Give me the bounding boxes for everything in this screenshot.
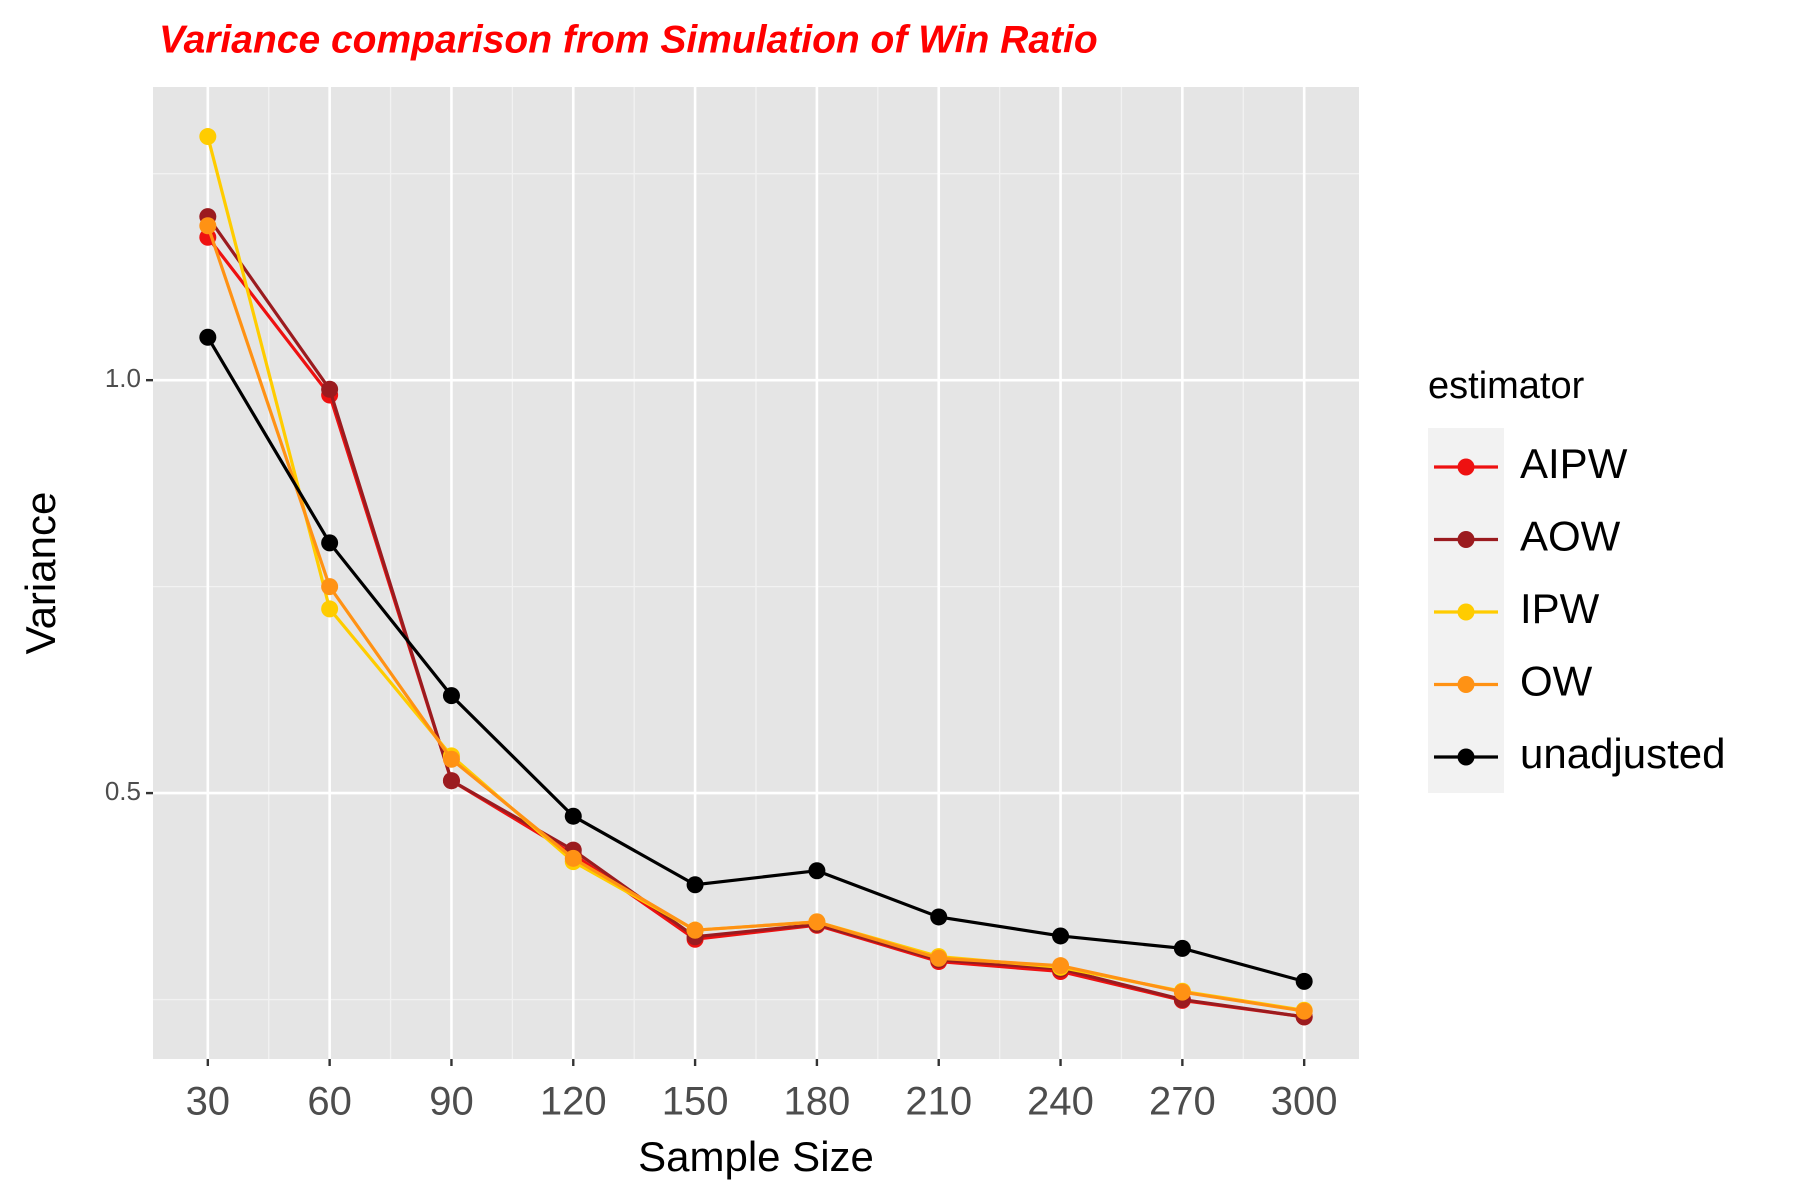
series-line <box>206 336 1305 983</box>
x-tick-label: 300 <box>1271 1080 1338 1124</box>
data-point <box>442 750 460 768</box>
legend-key-point <box>1457 748 1475 766</box>
chart-title: Variance comparison from Simulation of W… <box>159 18 1098 61</box>
data-point <box>686 876 704 894</box>
data-point <box>1295 972 1313 990</box>
series-line <box>206 215 1305 1019</box>
legend-label: unadjusted <box>1520 730 1726 777</box>
data-point <box>321 380 339 398</box>
legend-key-point <box>1457 458 1475 476</box>
x-tick-label: 30 <box>186 1080 231 1124</box>
legend-key-point <box>1457 531 1475 548</box>
legend-label: OW <box>1520 658 1593 705</box>
data-point <box>808 862 826 880</box>
data-point <box>442 687 460 705</box>
legend-key-point <box>1457 603 1475 621</box>
data-point <box>199 217 217 235</box>
x-tick-label: 180 <box>784 1080 851 1124</box>
data-point <box>930 908 948 926</box>
data-point <box>199 328 217 346</box>
x-tick-label: 120 <box>540 1080 607 1124</box>
data-point <box>1052 927 1070 945</box>
y-tick-label: 0.5 <box>105 776 141 806</box>
legend-label: AIPW <box>1520 440 1628 487</box>
y-axis-title: Variance <box>17 492 64 655</box>
data-point <box>321 600 339 618</box>
x-tick-label: 90 <box>429 1080 474 1124</box>
x-axis-title: Sample Size <box>638 1133 874 1180</box>
data-point <box>1173 939 1191 957</box>
data-point <box>686 921 704 939</box>
x-tick-label: 150 <box>662 1080 729 1124</box>
data-point <box>199 128 217 146</box>
data-point <box>442 772 460 790</box>
data-point <box>930 949 948 967</box>
series-line <box>206 225 1305 1013</box>
data-point <box>321 534 339 552</box>
data-point <box>564 807 582 825</box>
legend-title: estimator <box>1428 365 1585 407</box>
data-point <box>1173 983 1191 1001</box>
y-tick-label: 1.0 <box>105 363 141 393</box>
legend-label: AOW <box>1520 513 1621 560</box>
x-tick-label: 60 <box>307 1080 352 1124</box>
legend-key-point <box>1457 676 1475 693</box>
data-point <box>564 849 582 867</box>
data-point <box>321 578 339 596</box>
data-point <box>808 913 826 931</box>
data-point <box>1295 1002 1313 1020</box>
x-tick-label: 240 <box>1027 1080 1094 1124</box>
x-tick-label: 210 <box>905 1080 972 1124</box>
legend-label: IPW <box>1520 585 1600 632</box>
data-point <box>1052 957 1070 975</box>
x-tick-label: 270 <box>1149 1080 1216 1124</box>
